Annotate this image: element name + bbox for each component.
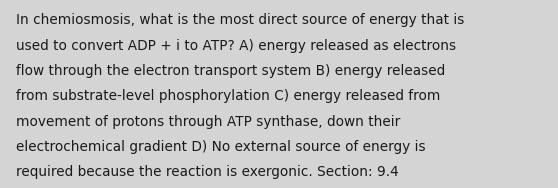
Text: electrochemical gradient D) No external source of energy is: electrochemical gradient D) No external … (16, 140, 425, 154)
Text: from substrate-level phosphorylation C) energy released from: from substrate-level phosphorylation C) … (16, 89, 440, 103)
Text: required because the reaction is exergonic. Section: 9.4: required because the reaction is exergon… (16, 165, 398, 179)
Text: flow through the electron transport system B) energy released: flow through the electron transport syst… (16, 64, 445, 78)
Text: used to convert ADP + i to ATP? A) energy released as electrons: used to convert ADP + i to ATP? A) energ… (16, 39, 456, 52)
Text: movement of protons through ATP synthase, down their: movement of protons through ATP synthase… (16, 115, 400, 129)
Text: In chemiosmosis, what is the most direct source of energy that is: In chemiosmosis, what is the most direct… (16, 13, 464, 27)
